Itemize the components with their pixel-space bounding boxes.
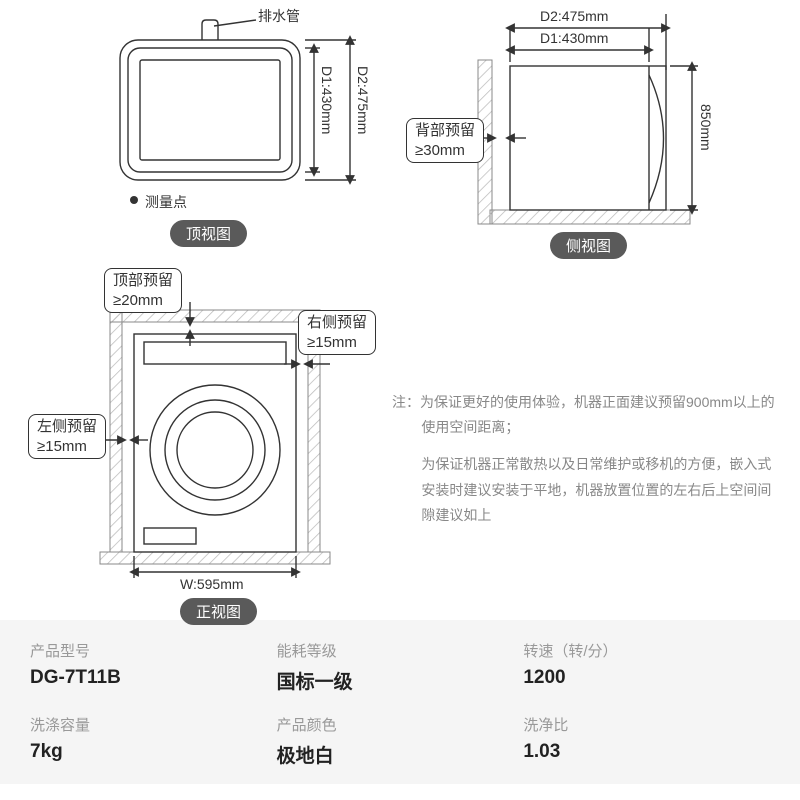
back-reserve-l1: 背部预留 [415, 121, 475, 141]
spec-ratio: 洗净比 1.03 [523, 714, 770, 768]
specs-table: 产品型号 DG-7T11B 能耗等级 国标一级 转速（转/分） 1200 洗涤容… [0, 620, 800, 784]
back-reserve-callout: 背部预留 ≥30mm [406, 118, 484, 163]
spec-model-label: 产品型号 [30, 640, 277, 661]
spec-energy-value: 国标一级 [277, 667, 524, 694]
top-view-label: 顶视图 [170, 220, 247, 247]
spec-model: 产品型号 DG-7T11B [30, 640, 277, 694]
notes-block: 注：为保证更好的使用体验，机器正面建议预留900mm以上的使用空间距离； 为保证… [392, 390, 782, 528]
side-view-label: 侧视图 [550, 232, 627, 259]
spec-model-value: DG-7T11B [30, 667, 277, 689]
spec-speed-value: 1200 [523, 667, 770, 689]
left-reserve-l1: 左侧预留 [37, 417, 97, 437]
side-view: D2:475mm D1:430mm 850mm 背部预留 ≥30mm 侧视图 [400, 10, 780, 260]
note-line-1: 注：为保证更好的使用体验，机器正面建议预留900mm以上的使用空间距离； [392, 390, 782, 440]
front-view: 顶部预留 ≥20mm 右侧预留 ≥15mm 左侧预留 ≥15mm W:595mm… [40, 280, 390, 620]
side-d2: D2:475mm [540, 8, 608, 24]
spec-speed: 转速（转/分） 1200 [523, 640, 770, 694]
right-reserve-l2: ≥15mm [307, 333, 367, 353]
spec-ratio-label: 洗净比 [523, 714, 770, 735]
drain-label: 排水管 [258, 6, 300, 26]
front-view-label: 正视图 [180, 598, 257, 625]
top-d2: D2:475mm [355, 66, 371, 134]
spec-ratio-value: 1.03 [523, 741, 770, 763]
measure-point-label: 测量点 [145, 192, 187, 212]
right-reserve-l1: 右侧预留 [307, 313, 367, 333]
spec-capacity-value: 7kg [30, 741, 277, 763]
side-height: 850mm [698, 104, 714, 151]
spec-color: 产品颜色 极地白 [277, 714, 524, 768]
front-width: W:595mm [180, 576, 244, 592]
top-reserve-callout: 顶部预留 ≥20mm [104, 268, 182, 313]
spec-color-label: 产品颜色 [277, 714, 524, 735]
top-reserve-l2: ≥20mm [113, 291, 173, 311]
spec-energy-label: 能耗等级 [277, 640, 524, 661]
back-reserve-l2: ≥30mm [415, 141, 475, 161]
left-reserve-callout: 左侧预留 ≥15mm [28, 414, 106, 459]
spec-color-value: 极地白 [277, 741, 524, 768]
left-reserve-l2: ≥15mm [37, 437, 97, 457]
spec-capacity-label: 洗涤容量 [30, 714, 277, 735]
top-reserve-l1: 顶部预留 [113, 271, 173, 291]
diagrams-area: 排水管 D1:430mm D2:475mm 测量点 顶视图 [0, 0, 800, 620]
side-d1: D1:430mm [540, 30, 608, 46]
top-view: 排水管 D1:430mm D2:475mm 测量点 顶视图 [80, 10, 380, 260]
spec-speed-label: 转速（转/分） [523, 640, 770, 661]
spec-energy: 能耗等级 国标一级 [277, 640, 524, 694]
spec-capacity: 洗涤容量 7kg [30, 714, 277, 768]
top-d1: D1:430mm [319, 66, 335, 134]
right-reserve-callout: 右侧预留 ≥15mm [298, 310, 376, 355]
note-line-2: 为保证机器正常散热以及日常维护或移机的方便，嵌入式安装时建议安装于平地，机器放置… [392, 452, 782, 528]
